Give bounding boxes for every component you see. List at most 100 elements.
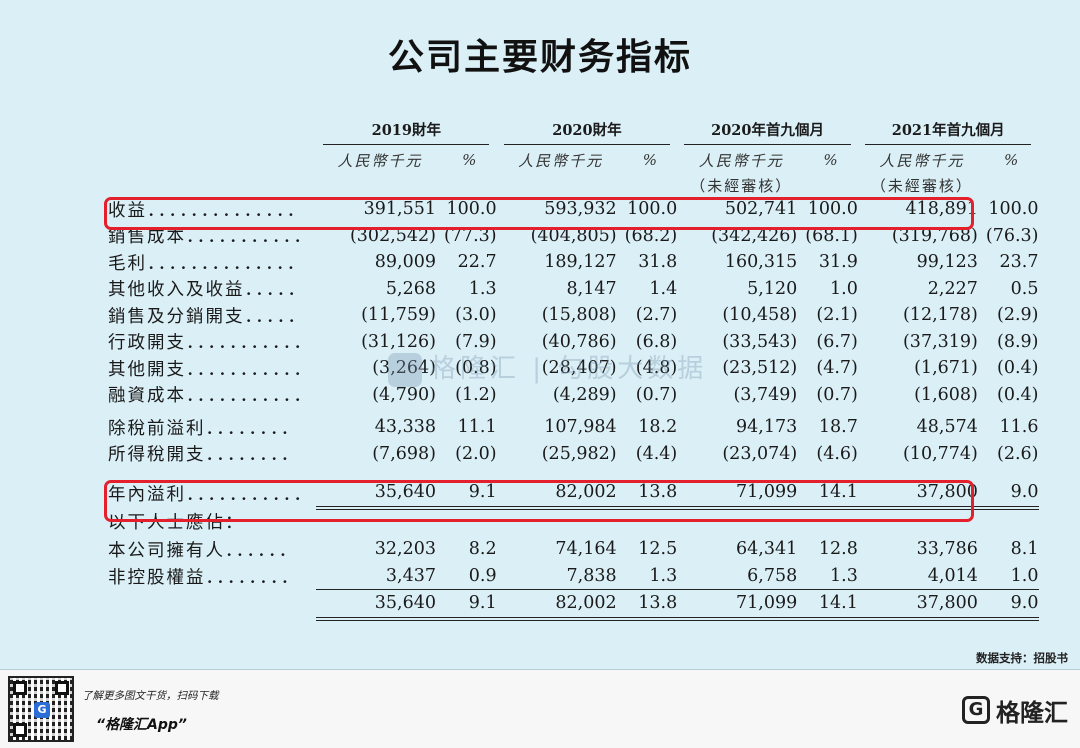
percent-cell: 11.6 [999,417,1039,438]
percent-cell: (3.0) [455,305,497,326]
amount-cell: (23,074) [722,443,798,464]
percent-cell: (0.4) [997,358,1039,379]
percent-cell: 0.5 [1010,278,1039,299]
table-row: 行政開支．．．．．．．．．．． (31,126) (7.9) (40,786) (6.8… [108,329,1039,356]
year-header-row: 2019財年 2020財年 2020年首九個月 2021年首九個月 [108,118,1039,146]
table-row: 其他開支．．．．．．．．．．． (3,264) (0.8) (28,407) (4.8)… [108,355,1039,382]
amount-cell: 33,786 [916,539,978,560]
amount-cell: (1,671) [914,358,978,379]
percent-cell [986,508,1039,537]
table-row: 所得稅開支．．．．．．．． (7,698) (2.0) (25,982) (4.4) (2… [108,441,1039,468]
amount-cell: 82,002 [496,479,625,510]
percent-cell: 1.3 [468,278,497,299]
percent-cell: 12.8 [818,539,858,560]
percent-cell: 9.1 [444,479,497,510]
percent-cell: 18.2 [638,417,678,438]
percent-cell: 1.3 [649,565,678,586]
percent-cell: (0.8) [455,358,497,379]
amount-cell: 2,227 [927,278,978,299]
amount-cell: 418,891 [905,199,978,220]
amount-cell: 160,315 [724,252,798,273]
highlight-box-revenue [104,197,974,230]
table-row: 非控股權益．．．．．．．． 3,437 0.9 7,838 1.3 6,758 1.3 4,0… [108,563,1039,590]
percent-cell: (2.1) [816,305,858,326]
amount-cell: 71,099 [677,589,806,621]
amount-cell: 35,640 [316,479,444,510]
footer-bar [0,670,1080,748]
percent-cell: 13.8 [624,479,678,510]
unaudited-row: （未經審核） （未經審核） [108,174,1039,196]
percent-cell: 9.0 [985,589,1039,621]
unaudited-note: （未經審核） [870,176,973,195]
brand-name: 格隆汇 [996,698,1068,727]
amount-cell: 8,147 [566,278,617,299]
year-header: 2019財年 [316,118,497,146]
row-label: 收益．．．．．．．．．．．．．． [108,200,307,221]
amount-cell: 82,002 [496,589,625,621]
percent-cell: 1.3 [830,565,858,586]
percent-cell: 0.9 [468,565,497,586]
amount-cell: (4,790) [372,384,436,405]
unit-pct: % [1004,151,1021,169]
unit-rmb: 人民幣千元 [879,151,965,170]
unit-rmb: 人民幣千元 [518,151,604,170]
amount-cell: (1,608) [914,384,978,405]
year-header: 2020財年 [497,118,678,146]
amount-cell: (40,786) [541,331,617,352]
percent-cell: 8.1 [1010,539,1039,560]
unit-pct: % [823,151,840,169]
percent-cell: 13.8 [624,589,678,621]
percent-cell: (77.3) [444,225,497,246]
amount-cell: 189,127 [544,252,617,273]
financial-table: 2019財年 2020財年 2020年首九個月 2021年首九個月 人民幣千元 … [108,118,1039,621]
amount-cell: 4,014 [927,565,978,586]
percent-cell: (68.1) [805,225,858,246]
percent-cell: 100.0 [446,199,497,220]
amount-cell: (10,774) [902,443,978,464]
amount-cell: (319,768) [891,225,978,246]
amount-cell: 64,341 [736,539,798,560]
table-row: 收益．．．．．．．．．．．．．． 391,551 100.0 593,932 100.0… [108,196,1039,223]
amount-cell: 107,984 [544,417,617,438]
amount-cell: (15,808) [541,305,617,326]
amount-cell: (3,264) [372,358,436,379]
percent-cell: (6.8) [635,331,678,352]
percent-cell: 14.1 [805,479,858,510]
row-label: 融資成本．．．．．．．．．．． [108,386,313,407]
row-label: 銷售及分銷開支．．．．． [108,306,307,327]
percent-cell: 1.0 [1010,565,1039,586]
percent-cell: (4.6) [816,443,858,464]
amount-cell: (4,289) [552,384,617,405]
percent-cell: 31.8 [638,252,678,273]
amount-cell: 32,203 [374,539,436,560]
table-row: 以下人士應佔： [108,508,1039,537]
table-row: 銷售及分銷開支．．．．． (11,759) (3.0) (15,808) (2.7) (1… [108,302,1039,329]
percent-cell: 100.0 [988,199,1039,220]
amount-cell: (37,319) [902,331,978,352]
amount-cell: 7,838 [566,565,617,586]
qr-code-icon[interactable]: G [8,676,74,742]
amount-cell: (11,759) [361,305,436,326]
table-row: 毛利．．．．．．．．．．．．．． 89,009 22.7 189,127 31.8 160… [108,249,1039,276]
amount-cell: (7,698) [372,443,436,464]
amount-cell: (302,542) [349,225,436,246]
amount-cell: 35,640 [316,589,444,621]
amount-cell: (25,982) [541,443,617,464]
row-label: 以下人士應佔： [108,513,245,534]
amount-cell: 94,173 [736,417,798,438]
table-row: 其他收入及收益．．．．． 5,268 1.3 8,147 1.4 5,120 1.0 2,22… [108,276,1039,303]
amount-cell: 5,120 [747,278,798,299]
table-row: 銷售成本．．．．．．．．．．． (302,542) (77.3) (404,805) (… [108,223,1039,250]
amount-cell: 43,338 [374,417,436,438]
amount-cell: 89,009 [374,252,436,273]
year-header: 2020年首九個月 [677,118,858,146]
amount-cell: 593,932 [544,199,617,220]
percent-cell: 18.7 [818,417,858,438]
percent-cell: 1.0 [830,278,858,299]
unit-rmb: 人民幣千元 [698,151,784,170]
qr-logo-icon: G [34,702,50,718]
row-label: 毛利．．．．．．．．．．．．．． [108,253,307,274]
amount-cell: 37,800 [857,589,986,621]
amount-cell: (10,458) [722,305,798,326]
row-label: 其他收入及收益．．．．． [108,280,307,301]
